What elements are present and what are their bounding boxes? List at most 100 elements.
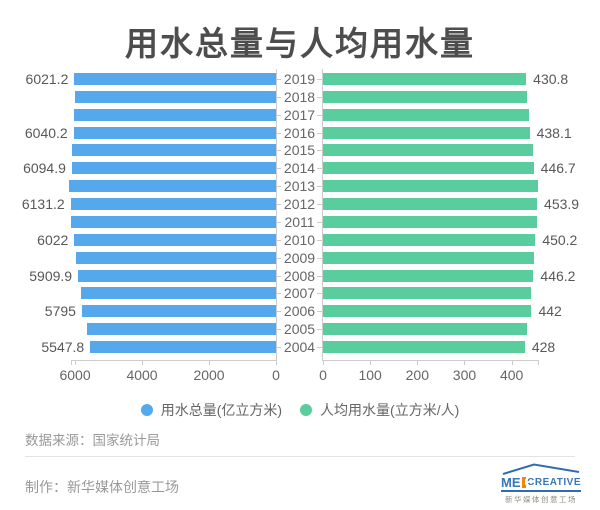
x-tick-label: 400 <box>499 367 524 383</box>
x-tick-label: 2000 <box>193 367 225 383</box>
value-label-total-2004: 5547.8 <box>41 339 85 355</box>
category-tick <box>317 150 322 152</box>
legend-label-per-capita: 人均用水量(立方米/人) <box>320 402 460 418</box>
category-tick <box>317 96 322 98</box>
x-tick-label: 4000 <box>126 367 158 383</box>
bar-percapita-2017 <box>323 108 529 121</box>
value-label-percapita-2008: 446.2 <box>540 267 576 284</box>
x-tick <box>370 360 372 365</box>
bar-percapita-2016 <box>323 126 530 139</box>
value-label-total-2006: 5795 <box>44 303 76 320</box>
x-tick-label: 0 <box>272 367 280 383</box>
year-label-2018: 2018 <box>283 88 316 105</box>
x-tick-label: 6000 <box>59 367 91 383</box>
category-tick <box>317 257 322 259</box>
category-tick <box>317 311 322 313</box>
bar-percapita-2015 <box>323 144 533 157</box>
legend-dot-total-icon <box>140 404 153 416</box>
value-label-percapita-2019: 430.8 <box>533 71 569 87</box>
bar-percapita-2004 <box>323 341 525 353</box>
category-tick <box>317 204 322 206</box>
value-label-percapita-2006: 442 <box>538 303 562 320</box>
x-tick-label: 300 <box>452 367 477 383</box>
category-tick <box>276 96 281 98</box>
category-tick <box>276 275 281 277</box>
x-tick <box>276 360 277 365</box>
bar-percapita-2013 <box>323 180 538 193</box>
legend-item-total-water[interactable]: 用水总量(亿立方米) <box>140 400 283 420</box>
category-tick <box>276 204 281 206</box>
x-tick <box>75 360 77 365</box>
category-tick <box>317 186 322 188</box>
bar-total-2018 <box>74 90 276 103</box>
value-label-percapita-2012: 453.9 <box>544 196 580 213</box>
bar-total-2019 <box>74 73 276 85</box>
logo-tagline: 新华媒体创意工场 <box>505 495 577 504</box>
data-source-text: 数据来源：国家统计局 <box>25 433 160 448</box>
year-label-2014: 2014 <box>283 160 316 177</box>
category-tick <box>317 168 322 170</box>
category-tick <box>276 132 281 134</box>
year-label-2006: 2006 <box>283 303 316 320</box>
value-label-total-2010: 6022 <box>37 231 69 248</box>
bar-percapita-2008 <box>323 269 534 282</box>
bar-total-2010 <box>74 233 276 246</box>
year-label-2011: 2011 <box>284 213 315 230</box>
category-tick <box>317 329 322 331</box>
legend-item-per-capita[interactable]: 人均用水量(立方米/人) <box>300 400 459 420</box>
category-tick <box>276 329 281 331</box>
bar-percapita-2011 <box>323 215 538 228</box>
year-label-2017: 2017 <box>283 106 316 123</box>
logo-roof-icon <box>502 463 580 475</box>
bar-percapita-2005 <box>323 323 527 336</box>
value-label-percapita-2016: 438.1 <box>536 124 572 141</box>
year-label-2015: 2015 <box>283 142 316 159</box>
logo-square-icon <box>521 477 529 488</box>
bar-total-2004 <box>90 341 276 353</box>
year-label-2013: 2013 <box>283 178 316 195</box>
x-tick <box>511 360 513 365</box>
right-value-axis <box>322 69 323 360</box>
left-value-axis <box>276 69 277 360</box>
category-tick <box>276 257 281 259</box>
legend-dot-per-capita-icon <box>300 404 313 416</box>
bar-total-2016 <box>73 126 276 139</box>
bar-total-2009 <box>76 251 276 264</box>
category-tick <box>317 347 322 348</box>
year-label-2008: 2008 <box>283 267 316 284</box>
x-tick-label: 100 <box>358 367 382 383</box>
category-tick <box>317 132 322 134</box>
category-tick <box>276 239 281 241</box>
bar-total-2014 <box>71 162 276 175</box>
bar-percapita-2009 <box>323 251 535 264</box>
category-tick <box>276 168 281 170</box>
bar-percapita-2010 <box>323 233 536 246</box>
x-tick-label: 200 <box>405 367 429 383</box>
legend-label-total: 用水总量(亿立方米) <box>160 402 283 418</box>
bar-total-2006 <box>81 305 276 318</box>
category-tick <box>317 221 322 223</box>
year-label-2004: 2004 <box>283 339 316 355</box>
category-tick <box>276 114 281 116</box>
value-label-total-2019: 6021.2 <box>25 71 69 87</box>
logo-text-post: CREATIVE <box>527 477 581 488</box>
year-label-2019: 2019 <box>283 71 316 87</box>
x-tick <box>417 360 419 365</box>
category-tick <box>276 311 281 313</box>
category-tick <box>317 293 322 295</box>
legend: 用水总量(亿立方米) 人均用水量(立方米/人) <box>0 400 600 420</box>
year-label-2012: 2012 <box>283 196 316 213</box>
bar-total-2011 <box>71 215 276 228</box>
bar-total-2007 <box>81 287 276 300</box>
value-label-total-2016: 6040.2 <box>24 124 68 141</box>
category-tick <box>317 114 322 116</box>
bar-total-2012 <box>70 198 276 211</box>
bar-percapita-2007 <box>323 287 532 300</box>
x-axis-line-right <box>322 360 538 361</box>
logo-text-pre: ME <box>501 475 521 490</box>
year-label-2007: 2007 <box>283 285 316 302</box>
year-label-2010: 2010 <box>283 231 316 248</box>
category-tick <box>276 221 281 223</box>
